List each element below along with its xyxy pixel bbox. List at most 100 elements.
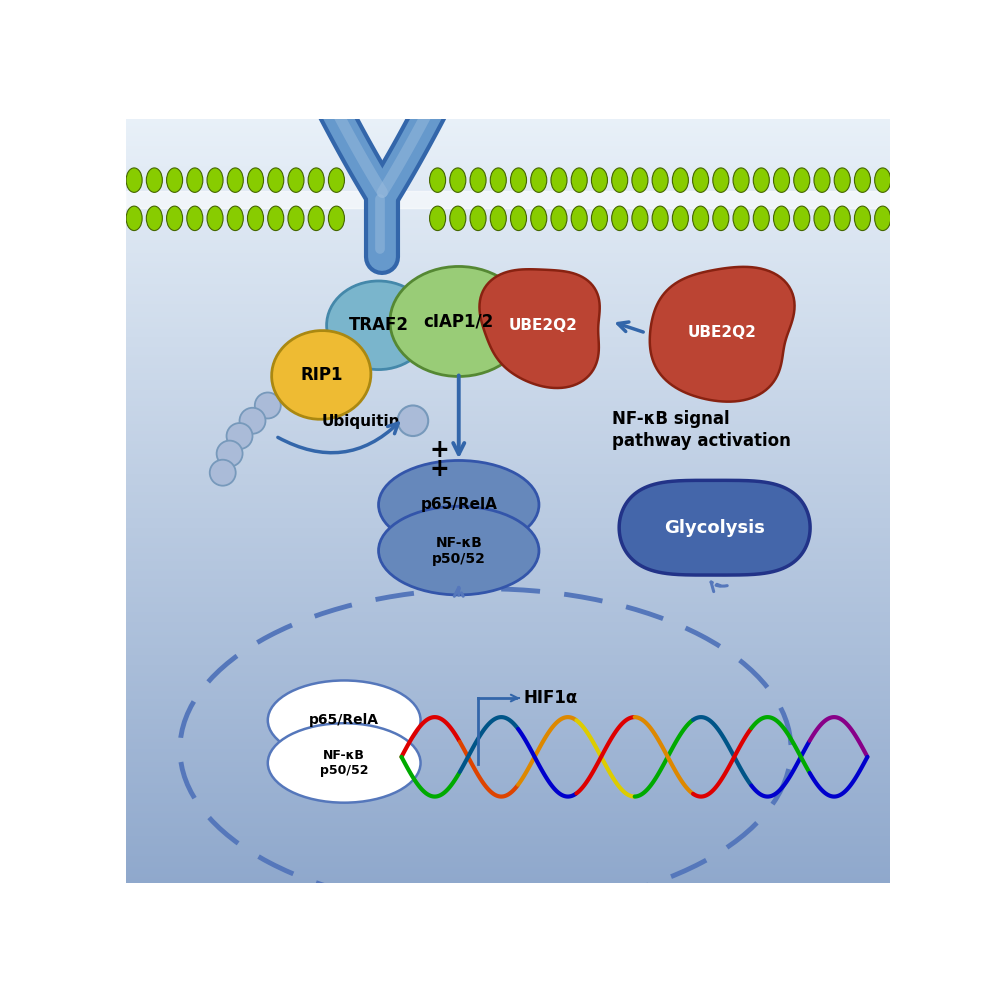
Bar bbox=[127, 816, 891, 819]
Ellipse shape bbox=[227, 206, 243, 230]
Bar bbox=[127, 122, 891, 124]
Ellipse shape bbox=[288, 168, 304, 192]
Bar bbox=[127, 613, 891, 615]
Bar bbox=[127, 298, 891, 300]
Ellipse shape bbox=[511, 168, 527, 192]
Ellipse shape bbox=[834, 206, 850, 230]
Bar bbox=[127, 766, 891, 768]
Bar bbox=[127, 132, 891, 134]
Bar bbox=[127, 308, 891, 310]
Ellipse shape bbox=[794, 168, 809, 192]
Ellipse shape bbox=[673, 206, 688, 230]
Bar bbox=[127, 837, 891, 839]
Bar bbox=[127, 733, 891, 735]
Bar bbox=[127, 137, 891, 140]
Bar bbox=[127, 345, 891, 348]
Bar bbox=[127, 322, 891, 325]
Bar bbox=[127, 498, 891, 501]
Bar bbox=[127, 745, 891, 748]
Ellipse shape bbox=[713, 206, 729, 230]
Bar bbox=[127, 275, 891, 277]
Ellipse shape bbox=[309, 168, 324, 192]
Bar bbox=[127, 244, 891, 246]
Bar bbox=[127, 751, 891, 753]
Bar bbox=[127, 847, 891, 850]
Bar bbox=[127, 644, 891, 646]
Bar bbox=[127, 692, 891, 694]
Bar bbox=[127, 187, 891, 190]
Bar bbox=[127, 569, 891, 572]
Bar bbox=[127, 420, 891, 422]
Bar bbox=[127, 559, 891, 562]
Bar bbox=[127, 183, 891, 186]
Ellipse shape bbox=[814, 168, 830, 192]
Bar bbox=[127, 740, 891, 743]
Ellipse shape bbox=[328, 206, 344, 230]
Bar bbox=[127, 178, 891, 181]
Ellipse shape bbox=[511, 206, 527, 230]
Bar bbox=[127, 623, 891, 626]
Bar bbox=[127, 374, 891, 376]
Bar bbox=[127, 564, 891, 567]
Bar bbox=[127, 249, 891, 251]
Bar bbox=[127, 779, 891, 781]
Bar bbox=[127, 404, 891, 407]
Bar bbox=[127, 455, 891, 457]
Bar bbox=[127, 475, 891, 478]
Text: cIAP1/2: cIAP1/2 bbox=[424, 312, 494, 330]
Ellipse shape bbox=[247, 168, 264, 192]
Bar bbox=[127, 450, 891, 452]
Ellipse shape bbox=[612, 206, 628, 230]
Bar bbox=[127, 501, 891, 504]
Bar bbox=[127, 540, 891, 542]
Bar bbox=[127, 348, 891, 351]
Bar bbox=[127, 504, 891, 506]
Bar bbox=[127, 572, 891, 574]
Bar bbox=[127, 361, 891, 363]
Ellipse shape bbox=[247, 206, 264, 230]
Bar bbox=[127, 806, 891, 809]
Bar bbox=[127, 832, 891, 834]
Bar bbox=[127, 875, 891, 878]
Bar bbox=[127, 802, 891, 804]
Bar bbox=[127, 218, 891, 221]
Bar bbox=[127, 626, 891, 628]
Ellipse shape bbox=[814, 206, 830, 230]
Ellipse shape bbox=[390, 267, 528, 376]
Bar bbox=[127, 667, 891, 669]
Ellipse shape bbox=[268, 206, 284, 230]
Text: TRAF2: TRAF2 bbox=[348, 316, 409, 334]
Bar bbox=[127, 415, 891, 417]
Polygon shape bbox=[650, 267, 795, 402]
Bar bbox=[127, 198, 891, 200]
Bar bbox=[127, 272, 891, 275]
Bar bbox=[127, 351, 891, 353]
Bar bbox=[127, 356, 891, 358]
Bar bbox=[127, 580, 891, 582]
Bar bbox=[127, 327, 891, 330]
Bar bbox=[127, 213, 891, 216]
Bar bbox=[127, 868, 891, 870]
Bar bbox=[127, 748, 891, 751]
Bar bbox=[127, 649, 891, 651]
Ellipse shape bbox=[147, 206, 163, 230]
Bar bbox=[127, 468, 891, 470]
FancyArrowPatch shape bbox=[278, 424, 398, 452]
Bar bbox=[127, 257, 891, 259]
Bar bbox=[127, 659, 891, 662]
Bar bbox=[127, 433, 891, 434]
Bar bbox=[127, 628, 891, 631]
Bar bbox=[127, 387, 891, 389]
Bar bbox=[127, 819, 891, 821]
Bar bbox=[127, 259, 891, 262]
Bar bbox=[127, 651, 891, 654]
Ellipse shape bbox=[126, 168, 142, 192]
Bar bbox=[127, 158, 891, 160]
Bar bbox=[127, 774, 891, 776]
Bar bbox=[127, 789, 891, 792]
Bar bbox=[127, 552, 891, 555]
Bar bbox=[127, 811, 891, 814]
Bar bbox=[127, 720, 891, 722]
Ellipse shape bbox=[326, 281, 431, 370]
Bar bbox=[127, 280, 891, 282]
